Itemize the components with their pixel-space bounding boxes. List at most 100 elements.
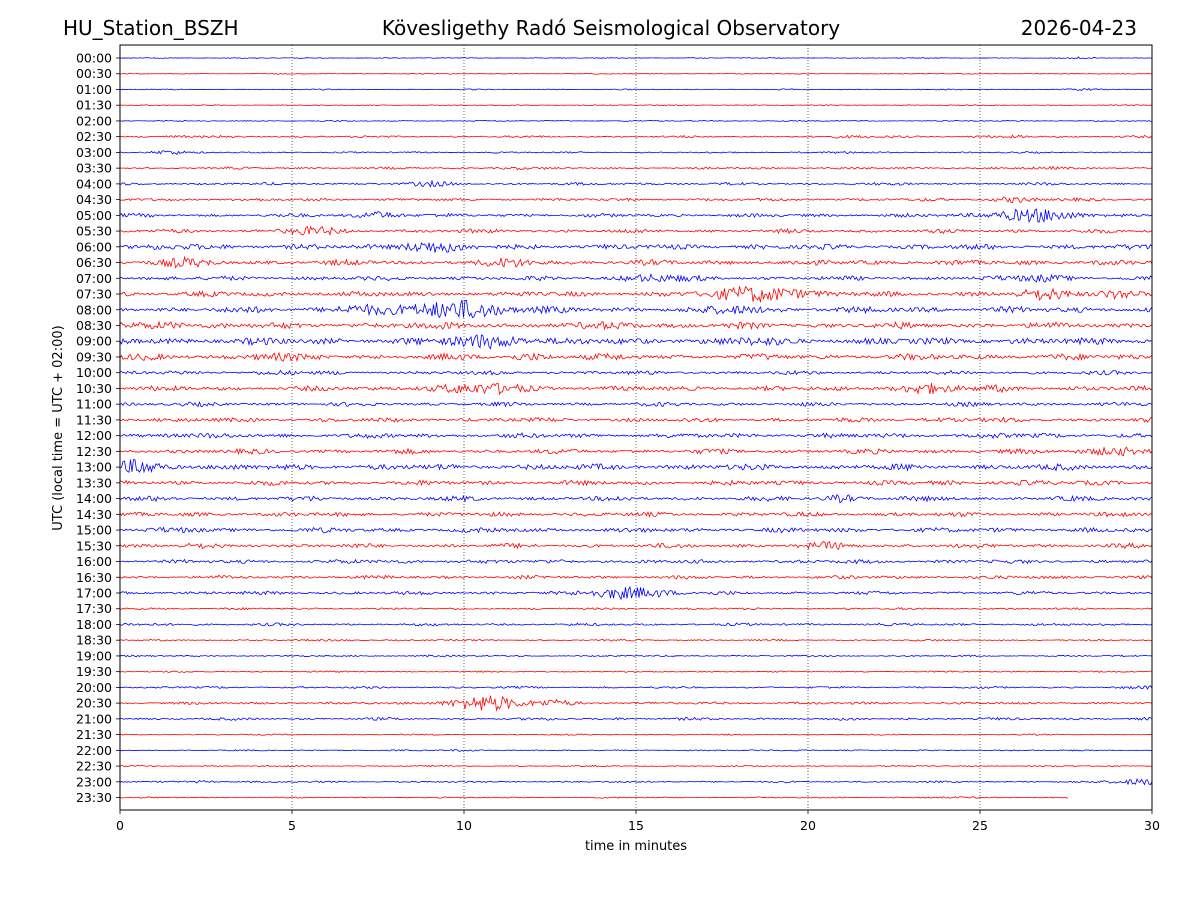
y-tick-label-1400: 14:00 — [76, 491, 112, 506]
y-tick-label-2230: 22:30 — [76, 759, 112, 774]
station-name: HU_Station_BSZH — [63, 16, 239, 40]
y-tick-label-2300: 23:00 — [76, 774, 112, 789]
trace-1630 — [119, 574, 1153, 580]
trace-lines — [119, 56, 1153, 799]
y-tick-label-2200: 22:00 — [76, 743, 112, 758]
y-tick-label-1730: 17:30 — [76, 601, 112, 616]
trace-0830 — [119, 320, 1153, 331]
y-tick-label-1030: 10:30 — [76, 381, 112, 396]
y-tick-label-1200: 12:00 — [76, 428, 112, 443]
x-tick-label-30: 30 — [1144, 818, 1160, 833]
x-tick-label-20: 20 — [800, 818, 816, 833]
trace-0330 — [119, 165, 1153, 171]
trace-0630 — [119, 255, 1153, 269]
y-tick-label-1700: 17:00 — [76, 585, 112, 600]
x-tick-label-0: 0 — [116, 818, 124, 833]
trace-1530 — [119, 541, 1153, 551]
trace-1430 — [119, 511, 1153, 518]
trace-1200 — [119, 432, 1153, 440]
trace-2030 — [119, 695, 1153, 712]
y-tick-label-0000: 00:00 — [76, 51, 112, 66]
trace-1300 — [119, 458, 1153, 474]
trace-0000 — [119, 56, 1153, 60]
trace-1930 — [119, 670, 1152, 674]
y-tick-label-0100: 01:00 — [76, 82, 112, 97]
x-axis-label: time in minutes — [585, 839, 687, 854]
y-tick-label-1530: 15:30 — [76, 538, 112, 553]
y-tick-label-1500: 15:00 — [76, 523, 112, 538]
trace-1500 — [119, 526, 1153, 534]
trace-1900 — [119, 654, 1153, 658]
trace-0400 — [119, 179, 1153, 188]
y-tick-label-0200: 02:00 — [76, 113, 112, 128]
y-tick-label-0830: 08:30 — [76, 318, 112, 333]
x-tick-label-15: 15 — [628, 818, 644, 833]
y-tick-label-0300: 03:00 — [76, 145, 112, 160]
trace-0900 — [119, 334, 1153, 350]
trace-2200 — [119, 749, 1153, 752]
trace-1730 — [119, 607, 1153, 611]
x-tick-label-10: 10 — [456, 818, 472, 833]
trace-2100 — [119, 716, 1153, 721]
trace-0500 — [119, 208, 1153, 224]
x-tick-label-25: 25 — [972, 818, 988, 833]
trace-0600 — [119, 242, 1153, 253]
trace-2300 — [119, 778, 1153, 786]
trace-1230 — [119, 446, 1153, 457]
y-tick-label-1130: 11:30 — [76, 412, 112, 427]
trace-2000 — [119, 685, 1153, 690]
trace-0800 — [119, 299, 1153, 319]
chart-date: 2026-04-23 — [1021, 16, 1137, 40]
trace-1400 — [119, 494, 1153, 504]
y-tick-label-2000: 20:00 — [76, 680, 112, 695]
y-tick-label-0130: 01:30 — [76, 98, 112, 113]
trace-0700 — [119, 272, 1153, 283]
trace-1100 — [119, 400, 1153, 408]
trace-0200 — [119, 119, 1153, 122]
trace-1000 — [119, 369, 1153, 376]
y-tick-label-0900: 09:00 — [76, 334, 112, 349]
y-tick-label-2130: 21:30 — [76, 727, 112, 742]
trace-0300 — [119, 150, 1153, 156]
trace-1800 — [119, 622, 1153, 627]
x-tick-label-5: 5 — [288, 818, 296, 833]
trace-1830 — [119, 638, 1153, 642]
y-tick-label-0930: 09:30 — [76, 349, 112, 364]
trace-0530 — [119, 225, 1153, 236]
trace-2230 — [119, 764, 1153, 768]
gridlines — [291, 45, 981, 810]
trace-1600 — [119, 558, 1153, 565]
y-tick-label-2100: 21:00 — [76, 711, 112, 726]
y-tick-label-0730: 07:30 — [76, 287, 112, 302]
y-tick-label-1000: 10:00 — [76, 365, 112, 380]
trace-0230 — [119, 134, 1153, 139]
y-tick-label-0430: 04:30 — [76, 192, 112, 207]
trace-1330 — [119, 479, 1153, 487]
y-tick-label-0700: 07:00 — [76, 271, 112, 286]
trace-1030 — [119, 382, 1153, 396]
y-tick-label-0600: 06:00 — [76, 239, 112, 254]
y-tick-label-0500: 05:00 — [76, 208, 112, 223]
trace-2130 — [119, 733, 1153, 736]
y-axis-label: UTC (local time = UTC + 02:00) — [51, 325, 66, 530]
y-tick-label-1430: 14:30 — [76, 507, 112, 522]
y-tick-label-1300: 13:00 — [76, 460, 112, 475]
y-tick-label-0630: 06:30 — [76, 255, 112, 270]
trace-1130 — [119, 416, 1153, 423]
y-tick-label-0400: 04:00 — [76, 176, 112, 191]
y-tick-label-0230: 02:30 — [76, 129, 112, 144]
y-tick-label-1930: 19:30 — [76, 664, 112, 679]
y-tick-label-0800: 08:00 — [76, 302, 112, 317]
trace-0100 — [119, 87, 1153, 91]
y-tick-label-0030: 00:30 — [76, 66, 112, 81]
chart-title: Kövesligethy Radó Seismological Observat… — [382, 16, 840, 40]
y-tick-label-1600: 16:00 — [76, 554, 112, 569]
y-tick-label-1830: 18:30 — [76, 633, 112, 648]
trace-2330 — [119, 796, 1069, 799]
y-tick-labels: 00:0000:3001:0001:3002:0002:3003:0003:30… — [76, 51, 120, 805]
y-tick-label-1900: 19:00 — [76, 648, 112, 663]
y-tick-label-1800: 18:00 — [76, 617, 112, 632]
y-tick-label-2330: 23:30 — [76, 790, 112, 805]
trace-0430 — [119, 196, 1153, 204]
